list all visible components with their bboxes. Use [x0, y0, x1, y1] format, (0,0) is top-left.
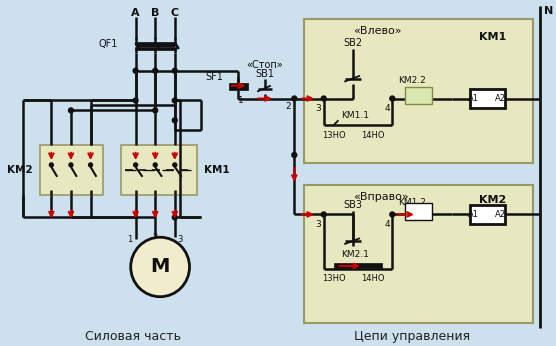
Text: KM2: KM2 [479, 194, 506, 204]
Text: SB2: SB2 [344, 38, 363, 48]
Text: M: M [151, 257, 170, 276]
Bar [405, 86, 433, 104]
Text: 13НО: 13НО [322, 274, 345, 283]
Bar [121, 145, 197, 195]
Text: 3: 3 [315, 220, 321, 229]
Text: 3: 3 [315, 104, 321, 113]
Text: 14НО: 14НО [361, 131, 384, 140]
Text: B: B [151, 8, 160, 18]
Text: A2: A2 [494, 94, 505, 103]
Circle shape [390, 96, 395, 101]
Text: Силовая часть: Силовая часть [85, 330, 181, 343]
Circle shape [133, 163, 137, 167]
Text: SF1: SF1 [205, 72, 223, 82]
Circle shape [172, 215, 177, 220]
Text: «Влево»: «Влево» [353, 26, 401, 36]
Circle shape [133, 68, 138, 73]
Circle shape [173, 163, 177, 167]
Circle shape [133, 98, 138, 103]
Text: 1: 1 [127, 235, 133, 244]
Circle shape [321, 96, 326, 101]
Bar [229, 83, 249, 90]
Circle shape [88, 163, 92, 167]
Bar [135, 42, 176, 45]
Bar [39, 145, 103, 195]
Text: 14НО: 14НО [361, 274, 384, 283]
Text: C: C [171, 8, 179, 18]
Bar [304, 185, 533, 324]
Text: SB3: SB3 [344, 200, 363, 210]
Circle shape [172, 68, 177, 73]
Circle shape [292, 96, 297, 101]
Bar [405, 202, 433, 220]
Text: «Вправо»: «Вправо» [353, 192, 409, 202]
Text: A: A [131, 8, 140, 18]
Bar [470, 204, 505, 224]
Circle shape [68, 108, 73, 113]
Text: 4: 4 [385, 220, 390, 229]
Circle shape [49, 163, 53, 167]
Text: N: N [544, 6, 553, 16]
Circle shape [153, 68, 158, 73]
Text: Цепи управления: Цепи управления [354, 330, 470, 343]
Text: KM2.2: KM2.2 [398, 76, 426, 85]
Text: 1: 1 [237, 96, 244, 105]
Circle shape [172, 98, 177, 103]
Text: KM1: KM1 [479, 32, 506, 42]
Text: 2: 2 [152, 233, 158, 242]
Circle shape [153, 108, 158, 113]
Text: 3: 3 [178, 235, 183, 244]
Text: A2: A2 [494, 210, 505, 219]
Bar [470, 89, 505, 108]
Text: QF1: QF1 [98, 39, 118, 49]
Circle shape [172, 118, 177, 123]
Circle shape [390, 212, 395, 217]
Bar [304, 19, 533, 163]
Text: A1: A1 [468, 210, 479, 219]
Circle shape [131, 237, 190, 297]
Circle shape [292, 153, 297, 157]
Text: KM1.1: KM1.1 [341, 111, 369, 120]
Text: «Стоп»: «Стоп» [247, 60, 283, 70]
Circle shape [321, 212, 326, 217]
Text: KM2: KM2 [7, 165, 33, 175]
Bar [135, 47, 176, 50]
Bar [334, 263, 383, 268]
Text: KM2.1: KM2.1 [341, 249, 369, 258]
Text: 2: 2 [286, 102, 291, 111]
Circle shape [153, 163, 157, 167]
Text: A1: A1 [468, 94, 479, 103]
Text: KM1.2: KM1.2 [398, 198, 426, 207]
Text: 4: 4 [385, 104, 390, 113]
Circle shape [69, 163, 73, 167]
Text: SB1: SB1 [255, 69, 275, 79]
Text: KM1: KM1 [204, 165, 230, 175]
Text: 13НО: 13НО [322, 131, 345, 140]
